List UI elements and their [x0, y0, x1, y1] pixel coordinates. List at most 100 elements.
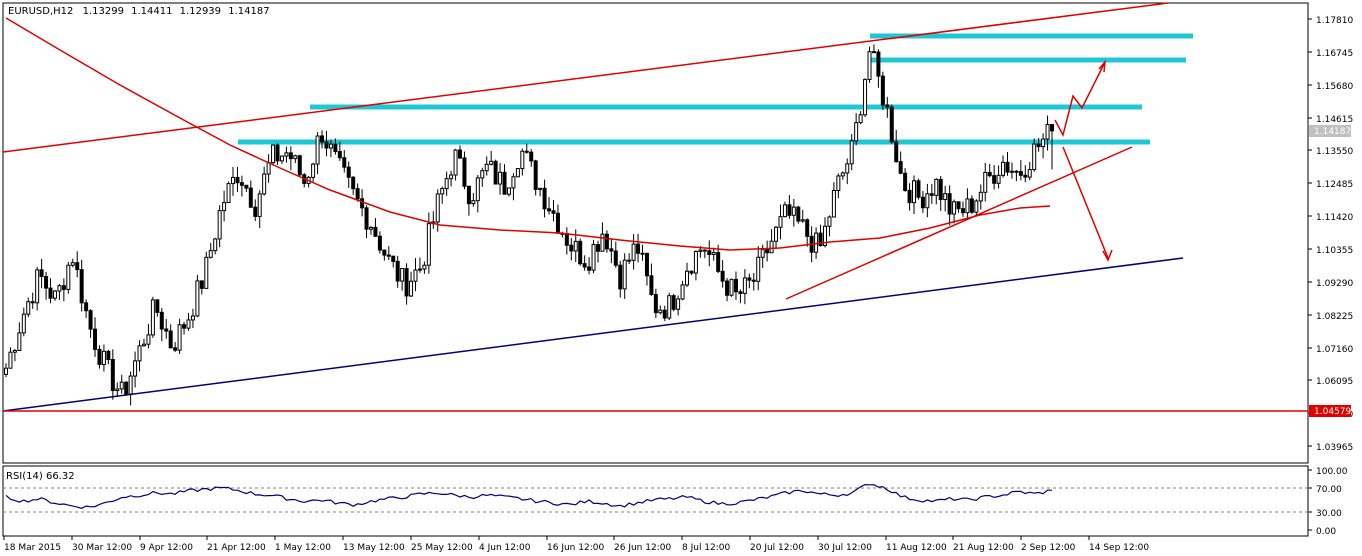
candle-body	[742, 277, 747, 294]
candle	[190, 308, 195, 329]
candle	[600, 222, 605, 252]
candle	[791, 198, 796, 227]
candle	[849, 134, 854, 171]
candle-body	[417, 268, 422, 271]
rsi-tick-label: 30.00	[1316, 509, 1342, 519]
candle-body	[676, 298, 681, 310]
candle-body	[831, 189, 836, 218]
candle	[159, 308, 164, 342]
candle-body	[903, 172, 908, 191]
time-tick-label: 8 Jul 12:00	[682, 543, 731, 553]
candle	[831, 182, 836, 218]
candle	[938, 176, 943, 211]
time-tick-label: 13 May 12:00	[343, 543, 405, 553]
candle	[1027, 161, 1032, 181]
bullish-scenario-arrow	[1054, 61, 1106, 138]
candle-body	[17, 332, 22, 351]
price-tick-label: 1.06095	[1316, 377, 1353, 387]
price-tick-label: 1.03965	[1316, 443, 1353, 453]
candle-body	[765, 249, 770, 254]
candle	[609, 238, 614, 264]
candle-body	[1014, 170, 1019, 173]
candle	[1041, 133, 1046, 159]
candle-body	[511, 176, 516, 189]
candle-body	[854, 122, 859, 142]
candle-body	[435, 193, 440, 223]
candle	[395, 255, 400, 288]
candle-body	[698, 249, 703, 252]
candle-body	[578, 240, 583, 265]
candle	[97, 345, 102, 369]
candle-body	[257, 193, 262, 217]
candle	[889, 104, 894, 144]
candle-body	[115, 388, 120, 392]
candle-body	[587, 266, 592, 271]
candle	[782, 201, 787, 218]
candle-body	[97, 348, 102, 365]
candle	[346, 161, 351, 188]
price-tick-label: 1.13550	[1316, 147, 1353, 157]
candle	[524, 143, 529, 154]
candle-body	[137, 345, 142, 362]
candle	[115, 382, 120, 398]
candle-body	[110, 358, 115, 392]
candle	[315, 132, 320, 175]
candle	[137, 340, 142, 372]
candle-body	[351, 176, 356, 190]
rsi-pane-frame	[2, 465, 1309, 537]
candle	[462, 151, 467, 190]
candle	[756, 246, 761, 291]
candle	[987, 163, 992, 178]
candle-body	[591, 244, 596, 271]
candle-body	[680, 284, 685, 300]
candle-body	[128, 375, 133, 395]
candle-body	[266, 162, 271, 175]
bearish-scenario-arrow	[1062, 146, 1109, 259]
candle-body	[604, 233, 609, 250]
candle	[511, 173, 516, 201]
price-tick-label: 1.07160	[1316, 345, 1353, 355]
candle	[311, 162, 316, 183]
candle	[119, 374, 124, 394]
candle	[929, 183, 934, 204]
time-tick-label: 1 May 12:00	[275, 543, 331, 553]
candle	[133, 351, 138, 388]
candle-body	[542, 187, 547, 210]
candle	[400, 268, 405, 291]
candle	[720, 260, 725, 288]
candle-body	[600, 233, 605, 252]
price-tick-label: 1.17810	[1316, 16, 1353, 26]
candle-body	[173, 347, 178, 351]
candle-body	[146, 334, 151, 345]
rsi-title: RSI(14) 66.32	[6, 471, 75, 482]
candle-body	[320, 135, 325, 143]
candle	[520, 148, 525, 176]
rsi-tick-label: 70.00	[1316, 485, 1342, 495]
candle-body	[199, 280, 204, 289]
candle-body	[422, 264, 427, 270]
candle	[702, 249, 707, 259]
candle-body	[239, 182, 244, 186]
candle	[685, 262, 690, 288]
candle	[297, 154, 302, 177]
candle	[533, 159, 538, 196]
candle-body	[569, 244, 574, 252]
time-tick-label: 20 Jul 12:00	[750, 543, 804, 553]
candle-body	[168, 330, 173, 349]
candle	[284, 146, 289, 163]
candle-body	[337, 151, 342, 159]
candle-body	[355, 188, 360, 200]
candle	[569, 238, 574, 261]
candle-body	[449, 174, 454, 180]
candle-body	[822, 225, 827, 247]
candle-body	[506, 187, 511, 195]
candle-body	[840, 172, 845, 177]
candle	[449, 170, 454, 187]
candle-body	[644, 252, 649, 277]
candle-body	[480, 170, 485, 179]
candle-body	[453, 149, 458, 176]
candle-body	[960, 208, 965, 214]
candle-body	[573, 240, 578, 252]
candle	[894, 129, 899, 163]
